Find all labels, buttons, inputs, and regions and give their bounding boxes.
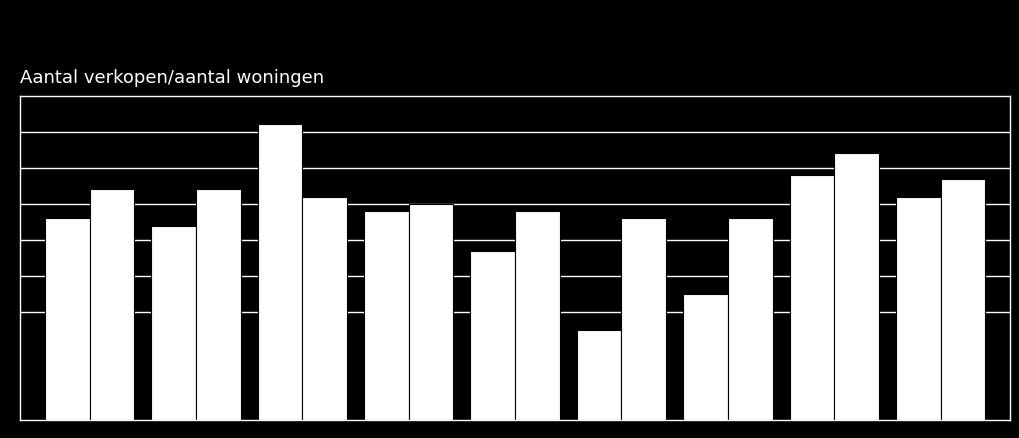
Bar <box>683 294 728 420</box>
Bar <box>45 219 90 420</box>
Bar <box>196 190 240 420</box>
Bar <box>470 251 515 420</box>
Bar <box>364 212 409 420</box>
Bar <box>895 197 940 420</box>
Text: Aantal verkopen/aantal woningen: Aantal verkopen/aantal woningen <box>20 68 324 86</box>
Bar <box>302 197 346 420</box>
Bar <box>90 190 135 420</box>
Bar <box>789 176 834 420</box>
Bar <box>515 212 559 420</box>
Bar <box>834 154 878 420</box>
Bar <box>151 226 196 420</box>
Bar <box>576 330 621 420</box>
Bar <box>940 179 984 420</box>
Bar <box>409 205 453 420</box>
Bar <box>258 125 302 420</box>
Bar <box>621 219 665 420</box>
Bar <box>728 219 771 420</box>
